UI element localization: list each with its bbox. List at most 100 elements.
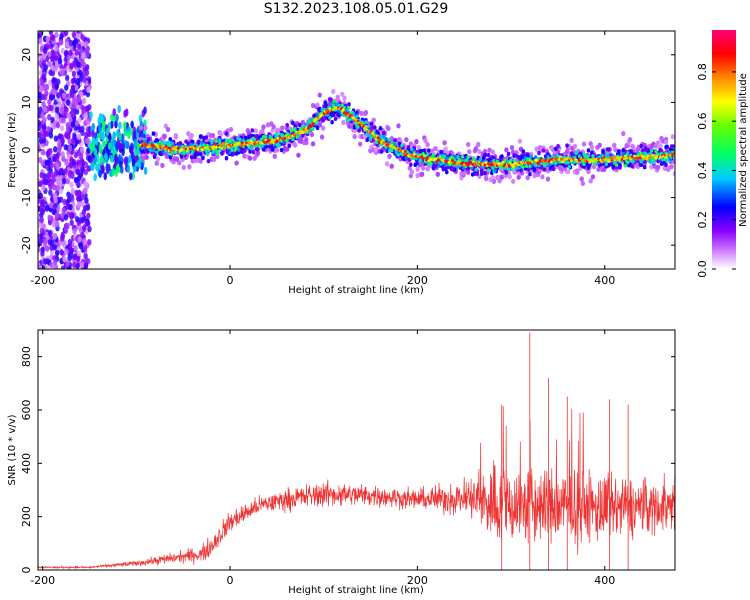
heatmap-cell	[269, 140, 273, 144]
heatmap-cell	[39, 227, 44, 235]
heatmap-cell	[132, 130, 137, 139]
heatmap-cell	[239, 144, 243, 148]
heatmap-cell	[67, 138, 73, 145]
heatmap-cell	[483, 170, 487, 176]
heatmap-cell	[56, 78, 61, 86]
heatmap-cell	[73, 38, 79, 45]
heatmap-cell	[101, 165, 105, 174]
spectrogram-content	[38, 31, 675, 269]
heatmap-cell	[597, 157, 601, 161]
heatmap-cell	[91, 163, 95, 172]
y-tick-label: 20	[20, 48, 33, 62]
heatmap-cell	[68, 49, 73, 57]
heatmap-cell	[206, 158, 211, 164]
x-tick-label: 200	[407, 574, 428, 587]
heatmap-cell	[437, 158, 441, 162]
heatmap-cell	[427, 159, 431, 163]
heatmap-cell	[213, 143, 217, 146]
heatmap-cell	[426, 156, 430, 160]
heatmap-cell	[38, 86, 44, 93]
heatmap-cell	[78, 242, 83, 250]
heatmap-cell	[393, 142, 397, 147]
heatmap-cell	[527, 167, 531, 172]
heatmap-cell	[627, 137, 633, 143]
heatmap-cell	[123, 156, 128, 165]
heatmap-cell	[527, 161, 531, 165]
heatmap-cell	[181, 164, 186, 170]
heatmap-cell	[664, 156, 668, 160]
heatmap-cell	[61, 117, 66, 124]
heatmap-cell	[63, 144, 68, 151]
heatmap-cell	[283, 136, 287, 140]
spectrogram-y-label: Frequency (Hz)	[7, 112, 18, 188]
heatmap-cell	[409, 162, 413, 167]
heatmap-cell	[73, 176, 79, 184]
heatmap-cell	[107, 122, 112, 131]
heatmap-cell	[329, 97, 333, 103]
heatmap-cell	[537, 162, 541, 166]
heatmap-cell	[151, 131, 156, 136]
heatmap-cell	[663, 139, 669, 145]
heatmap-cell	[67, 238, 73, 246]
heatmap-cell	[110, 113, 114, 122]
heatmap-cell	[265, 122, 271, 128]
heatmap-cell	[590, 174, 596, 180]
heatmap-cell	[588, 160, 592, 164]
heatmap-cell	[465, 158, 469, 162]
heatmap-cell	[581, 141, 587, 147]
heatmap-cell	[50, 55, 55, 62]
heatmap-cell	[271, 138, 275, 142]
heatmap-cell	[65, 222, 70, 230]
heatmap-cell	[198, 152, 203, 157]
heatmap-cell	[499, 174, 505, 180]
heatmap-cell	[633, 154, 637, 158]
heatmap-cell	[382, 130, 386, 136]
heatmap-cell	[652, 160, 656, 165]
heatmap-cell	[54, 113, 60, 121]
heatmap-cell	[56, 92, 61, 99]
heatmap-cell	[220, 146, 224, 150]
heatmap-cell	[64, 84, 69, 91]
heatmap-cell	[511, 165, 515, 169]
heatmap-cell	[380, 142, 384, 147]
heatmap-cell	[80, 125, 85, 133]
heatmap-cell	[356, 119, 360, 123]
heatmap-cell	[49, 171, 54, 178]
heatmap-cell	[67, 243, 73, 250]
heatmap-cell	[45, 245, 50, 252]
heatmap-cell	[601, 158, 605, 162]
heatmap-cell	[491, 166, 495, 170]
heatmap-cell	[150, 148, 154, 153]
heatmap-cell	[177, 160, 182, 166]
heatmap-cell	[469, 166, 474, 170]
heatmap-cell	[74, 49, 80, 56]
heatmap-cell	[38, 119, 42, 127]
heatmap-cell	[293, 133, 297, 137]
heatmap-cell	[332, 99, 336, 103]
heatmap-cell	[384, 136, 388, 141]
heatmap-cell	[52, 202, 58, 210]
heatmap-cell	[510, 178, 516, 184]
heatmap-cell	[330, 119, 334, 125]
heatmap-cell	[519, 168, 523, 173]
heatmap-cell	[73, 84, 79, 91]
heatmap-cell	[373, 125, 377, 130]
heatmap-cell	[38, 238, 43, 245]
colorbar-gradient	[712, 30, 736, 269]
heatmap-cell	[190, 139, 195, 145]
heatmap-cell	[479, 168, 484, 173]
heatmap-cell	[214, 139, 218, 143]
heatmap-cell	[333, 116, 338, 122]
heatmap-cell	[60, 106, 65, 113]
heatmap-cell	[285, 138, 289, 143]
heatmap-cell	[51, 88, 56, 96]
heatmap-cell	[467, 162, 471, 166]
heatmap-cell	[138, 114, 143, 123]
heatmap-cell	[341, 119, 346, 125]
heatmap-cell	[585, 154, 589, 159]
heatmap-cell	[111, 168, 116, 177]
heatmap-cell	[57, 133, 63, 140]
heatmap-cell	[51, 208, 56, 216]
heatmap-cell	[76, 77, 81, 85]
